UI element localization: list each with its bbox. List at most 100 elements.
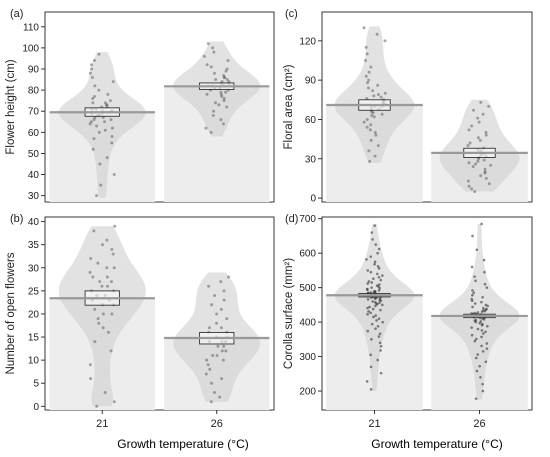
panel-b: 0 5 10 15 20 25 30 35 40 21 26 Number of open flowe… [5, 213, 275, 430]
data-point [378, 301, 381, 305]
data-point [381, 303, 384, 307]
data-point [365, 287, 369, 291]
data-point [364, 74, 368, 78]
data-point [369, 255, 373, 258]
data-point [369, 65, 373, 69]
data-point [475, 369, 479, 373]
data-point [467, 161, 471, 165]
y-tick-label: 0 [33, 402, 39, 413]
data-point [376, 93, 380, 97]
data-point [482, 258, 486, 262]
panel-c: 0 30 60 90 120 Floral area (cm²) (c) [283, 8, 533, 205]
data-point [377, 247, 381, 251]
data-point [224, 90, 228, 94]
data-point [485, 347, 489, 350]
y-tick-label: 70 [28, 107, 40, 118]
data-point [379, 349, 382, 352]
data-point [100, 243, 104, 247]
data-point [212, 390, 216, 394]
data-point [109, 280, 113, 284]
y-tick-label: 15 [28, 333, 40, 344]
data-point [227, 275, 231, 279]
data-point [481, 309, 485, 312]
data-point [484, 303, 488, 307]
data-point [480, 335, 483, 339]
data-point [377, 289, 381, 292]
data-point [97, 88, 101, 92]
data-point [483, 170, 487, 174]
data-point [370, 322, 374, 326]
violin-shape [58, 226, 146, 407]
data-point [379, 308, 382, 312]
x-tick-label: 21 [96, 418, 108, 430]
data-point [369, 311, 373, 315]
violin-shape [58, 52, 146, 198]
data-point [470, 265, 474, 269]
data-point [365, 117, 369, 121]
data-point [365, 258, 368, 261]
data-point [216, 344, 220, 348]
data-point [209, 400, 213, 404]
data-point [110, 141, 114, 145]
data-point [224, 349, 228, 353]
data-point [369, 365, 373, 369]
data-point [108, 99, 112, 103]
data-point [373, 260, 377, 264]
data-point [484, 131, 488, 135]
data-point [220, 377, 224, 381]
y-tick-label: 30 [28, 191, 40, 202]
data-point [206, 363, 210, 367]
data-point [103, 128, 107, 132]
data-point [211, 46, 215, 50]
data-point [371, 89, 375, 93]
data-point [471, 289, 474, 292]
data-point [476, 327, 480, 331]
data-point [481, 322, 484, 326]
data-point [365, 380, 369, 383]
data-point [484, 330, 487, 334]
data-point [93, 340, 97, 344]
data-point [222, 122, 225, 126]
data-point [480, 329, 484, 332]
data-point [91, 97, 95, 101]
data-point [474, 279, 477, 283]
data-point [474, 162, 478, 166]
data-point [489, 163, 493, 167]
y-tick-label: 90 [28, 65, 40, 76]
data-point [366, 282, 369, 285]
data-point [218, 395, 222, 399]
data-point [369, 353, 373, 357]
y-tick-label: 30 [305, 154, 317, 165]
data-point [211, 354, 215, 358]
data-point [370, 338, 373, 341]
y-tick-label: 200 [299, 387, 316, 398]
data-point [479, 375, 482, 379]
data-point [379, 344, 383, 348]
data-point [89, 377, 93, 381]
data-point [112, 266, 116, 270]
y-tick-label: 20 [28, 309, 40, 320]
data-point [227, 80, 231, 84]
data-point [381, 320, 384, 324]
data-point [219, 118, 223, 122]
data-point [377, 317, 381, 320]
data-point [375, 32, 379, 36]
data-point [470, 333, 474, 337]
data-point [372, 94, 376, 98]
data-point [212, 71, 216, 75]
data-point [222, 97, 226, 101]
data-point [476, 311, 480, 314]
data-point [225, 105, 229, 109]
data-point [110, 135, 114, 139]
data-point [111, 252, 115, 256]
panel-label: (b) [10, 213, 23, 225]
data-point [90, 67, 94, 71]
data-point [470, 187, 474, 191]
data-point [371, 307, 375, 311]
data-point [97, 130, 101, 134]
data-point [222, 344, 226, 348]
data-point [99, 183, 103, 187]
data-point [92, 229, 96, 233]
data-point [225, 78, 229, 82]
x-tick-label: 21 [368, 418, 380, 430]
